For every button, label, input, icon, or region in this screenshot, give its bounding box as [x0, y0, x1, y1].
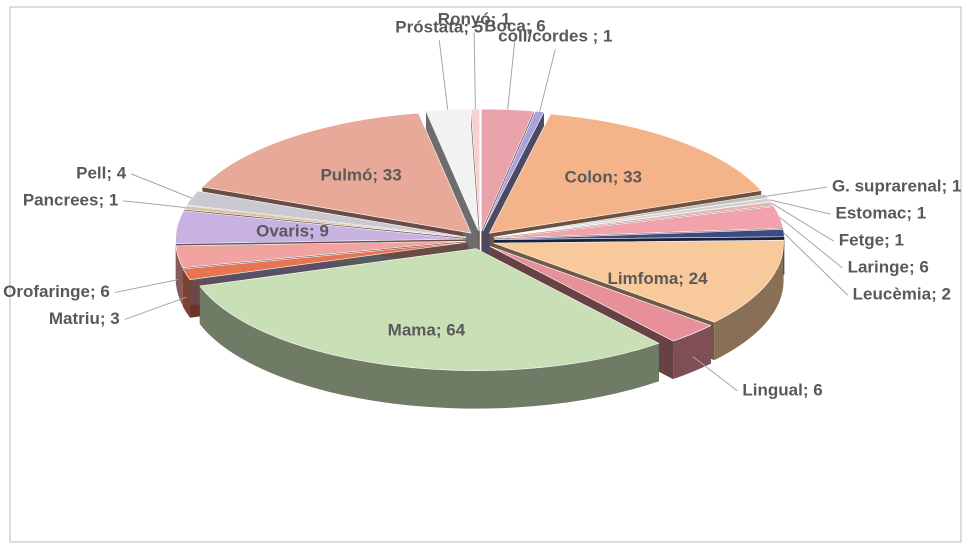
leader-line [123, 200, 186, 209]
leader-line [783, 232, 849, 296]
data-label: Orofaringe; 6 [3, 282, 110, 301]
data-label: Lingual; 6 [742, 380, 822, 399]
data-label: Ronyó; 1 [438, 10, 511, 29]
data-label: Ovaris; 9 [256, 221, 329, 240]
data-label: Colon; 33 [565, 167, 642, 186]
leader-line [772, 203, 835, 242]
data-label: Limfoma; 24 [607, 269, 708, 288]
data-label: Pancrees; 1 [23, 190, 118, 209]
data-label: Mama; 64 [388, 320, 466, 339]
slice [199, 248, 660, 371]
slice [493, 201, 775, 238]
data-label: Laringe; 6 [848, 258, 929, 277]
leader-line [131, 173, 192, 199]
data-label: Pulmó; 33 [320, 166, 401, 185]
slice [493, 239, 784, 323]
leader-line [124, 296, 187, 320]
data-label: Boca; 6 [484, 16, 545, 35]
leader-line [114, 279, 179, 293]
slice-side [673, 325, 711, 380]
data-label: Estomac; 1 [836, 204, 927, 223]
slice [175, 240, 466, 269]
slice-side [175, 245, 183, 306]
slice-side [714, 243, 784, 361]
slice [488, 113, 762, 234]
data-label: Fetge; 1 [839, 231, 904, 250]
slice [175, 210, 466, 245]
data-label: G. suprarenal; 1 [832, 177, 961, 196]
slice [182, 242, 467, 281]
slice [489, 246, 712, 342]
slice [201, 112, 472, 234]
leader-line [539, 49, 556, 112]
slice-side [183, 268, 191, 318]
slice-tops [175, 108, 785, 371]
data-label: coll/cordes ; 1 [498, 27, 612, 46]
leader-line [438, 40, 449, 110]
data-label: Próstata; 5 [395, 18, 483, 37]
leader-line [766, 186, 828, 197]
slice-side [199, 285, 659, 409]
leader-line [473, 32, 476, 110]
data-label: Pell; 4 [76, 163, 127, 182]
leader-line [692, 356, 738, 392]
leader-line [769, 199, 831, 215]
data-label: Leucèmia; 2 [853, 285, 951, 304]
leader-line [779, 216, 843, 269]
leader-line [507, 38, 516, 110]
data-label: Matriu; 3 [49, 309, 120, 328]
